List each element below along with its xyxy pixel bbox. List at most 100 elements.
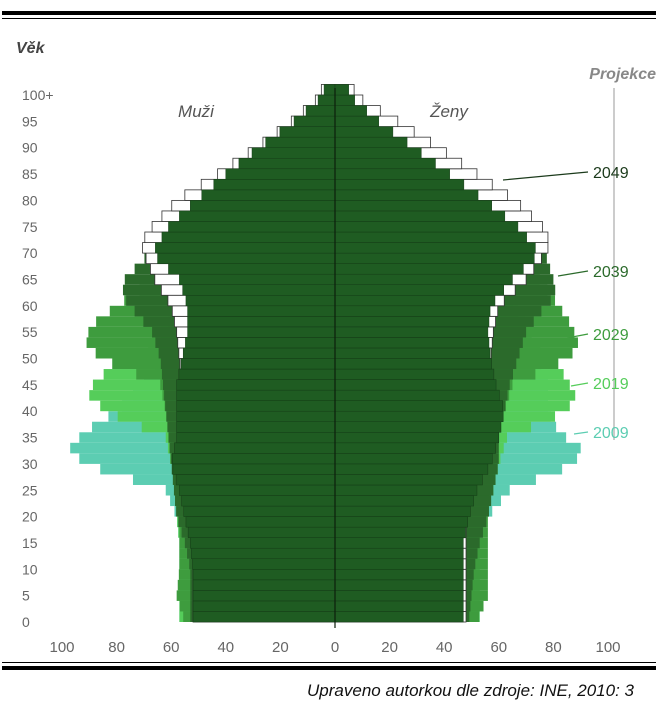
core-male-bar [317,94,336,106]
core-female-bar [334,263,524,275]
x-tick-label: 20 [381,639,398,656]
core-female-bar [334,495,474,507]
core-female-bar [334,295,496,307]
y-tick-label: 70 [22,245,38,261]
core-female-bar [334,316,490,328]
core-female-bar [334,547,464,560]
core-male-bar [172,453,336,465]
core-female-bar [334,242,536,254]
core-male-bar [179,210,336,222]
core-male-bar [192,558,336,570]
core-female-bar [334,389,500,401]
core-male-bar [187,526,336,538]
core-female-bar [334,558,464,570]
core-female-bar [334,200,492,212]
core-female-bar [334,284,504,296]
core-male-bar [323,84,336,96]
core-female-bar [334,105,367,117]
core-female-bar [334,590,464,602]
core-male-bar [176,432,336,444]
y-tick-label: 55 [22,324,38,340]
core-female-bar [334,453,493,465]
y-tick-label: 45 [22,377,38,393]
core-female-bar [334,168,450,180]
core-male-bar [192,569,336,581]
y-axis-label: Věk [16,40,46,57]
y-tick-label: 95 [22,113,38,129]
legend-leader-2039 [557,270,589,277]
core-female-bar [334,126,394,138]
x-tick-label: 40 [217,639,234,656]
top-rule-thick [2,11,656,15]
core-female-bar [334,231,527,243]
core-female-bar [334,463,489,475]
core-female-bar [334,358,492,370]
legend-label-2039: 2039 [593,264,629,281]
core-male-bar [183,505,336,517]
core-male-bar [225,168,336,180]
x-tick-label: 100 [595,639,620,656]
core-female-bar [334,611,464,623]
x-tick-label: 80 [108,639,125,656]
core-male-bar [185,337,336,349]
legend-leader-2009 [573,431,589,435]
core-female-bar [334,221,519,233]
y-tick-label: 80 [22,192,38,208]
core-female-bar [334,421,502,433]
source-caption: Upraveno autorkou dle zdroje: INE, 2010:… [307,681,634,700]
core-female-bar [334,484,478,496]
y-tick-label: 20 [22,509,38,525]
core-female-bar [334,368,495,380]
legend-label-2019: 2019 [593,376,629,393]
core-female-bar [334,252,535,264]
core-female-bar [334,347,491,359]
core-female-bar [334,379,497,391]
y-tick-label: 50 [22,351,38,367]
core-female-bar [334,474,483,486]
core-female-bar [334,400,503,412]
y-tick-label: 10 [22,561,38,577]
core-male-bar [293,115,336,127]
x-tick-label: 60 [163,639,180,656]
legend-label-2009: 2009 [593,425,629,442]
core-female-bar [334,147,422,159]
y-tick-label: 75 [22,219,38,235]
core-male-bar [251,147,336,159]
male-label: Muži [178,102,215,121]
core-female-bar [334,579,464,591]
core-male-bar [192,611,336,623]
x-tick-label: 80 [545,639,562,656]
core-male-bar [191,547,336,560]
core-male-bar [213,179,336,191]
x-tick-label: 20 [272,639,289,656]
core-male-bar [176,379,336,391]
core-male-bar [176,421,336,433]
x-tick-label: 40 [436,639,453,656]
core-male-bar [182,347,336,359]
core-female-bar [334,537,464,549]
y-tick-label: 85 [22,166,38,182]
core-female-bar [334,600,464,612]
core-male-bar [168,221,336,233]
female-label: Ženy [429,102,469,121]
core-female-bar [334,326,489,338]
core-male-bar [192,579,336,591]
core-female-bar [334,189,479,201]
top-rule-thin [2,18,656,19]
x-tick-label: 0 [331,639,339,656]
y-tick-label: 35 [22,430,38,446]
core-bars [155,84,536,623]
y-tick-label: 30 [22,456,38,472]
core-male-bar [161,231,336,243]
y-tick-label: 0 [22,614,30,630]
y-tick-label: 100+ [22,87,54,103]
core-female-bar [334,273,513,285]
core-female-bar [334,157,436,170]
core-male-bar [187,326,336,338]
core-male-bar [175,474,336,486]
x-tick-label: 100 [49,639,74,656]
core-male-bar [172,463,336,475]
core-male-bar [192,590,336,602]
core-male-bar [187,316,336,328]
